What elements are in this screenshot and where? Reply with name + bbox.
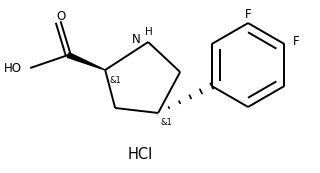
Text: &1: &1 [109,75,121,84]
Text: N: N [132,33,140,45]
Text: F: F [293,35,300,48]
Text: F: F [245,8,252,21]
Polygon shape [67,53,105,70]
Text: &1: &1 [160,119,172,128]
Text: O: O [57,10,66,22]
Text: HCl: HCl [128,147,153,162]
Text: HO: HO [4,62,22,75]
Text: H: H [145,27,153,37]
